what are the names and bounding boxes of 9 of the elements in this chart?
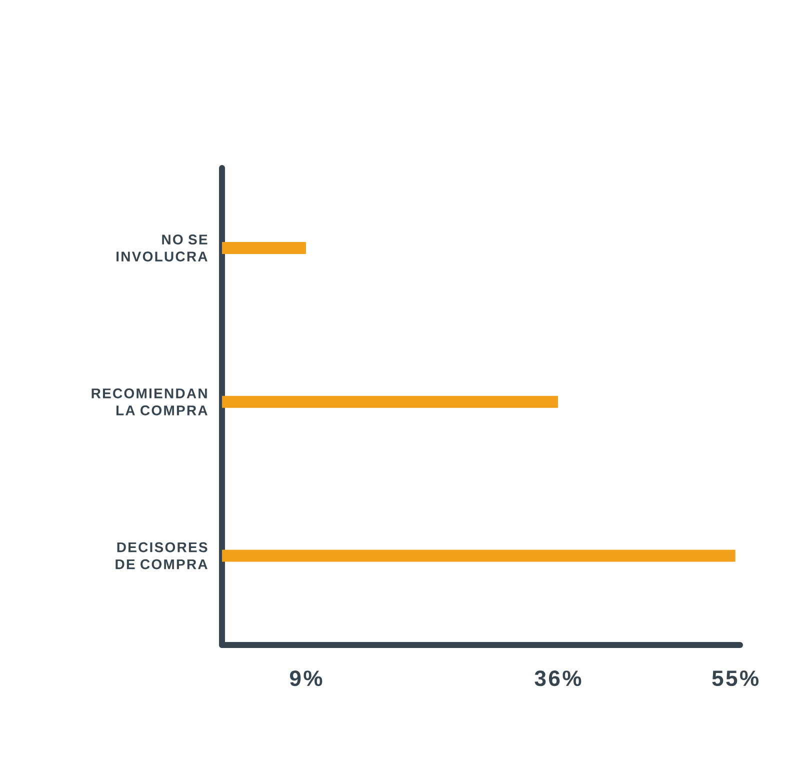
x-tick-label: 55% [712,670,758,686]
bar [222,550,736,562]
bar [222,242,306,254]
bar [222,396,558,408]
y-tick-label: NO SE INVOLUCRA [116,234,208,262]
x-tick-label: 9% [290,670,322,686]
x-tick-label: 36% [534,670,582,686]
y-tick-label: RECOMIENDAN LA COMPRA [92,388,208,416]
y-tick-label: DECISORES DE COMPRA [116,542,208,570]
